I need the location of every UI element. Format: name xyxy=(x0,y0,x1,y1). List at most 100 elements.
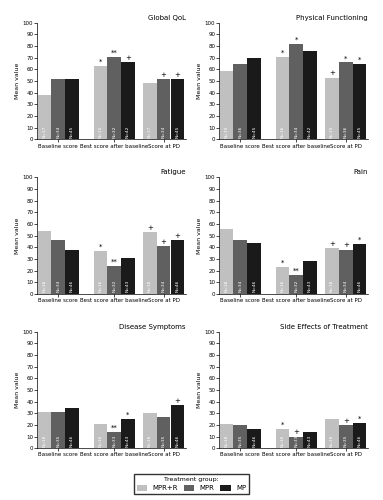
Text: N=32: N=32 xyxy=(112,126,116,138)
Text: N=32: N=32 xyxy=(112,280,116,292)
Text: *: * xyxy=(358,236,361,242)
Text: N=18: N=18 xyxy=(224,280,228,292)
Text: N=45: N=45 xyxy=(70,126,74,138)
Bar xyxy=(93,66,107,140)
Bar xyxy=(290,44,303,140)
Y-axis label: Mean value: Mean value xyxy=(197,218,202,254)
Y-axis label: Mean value: Mean value xyxy=(15,63,20,100)
Text: N=46: N=46 xyxy=(175,434,180,447)
Bar xyxy=(339,62,352,140)
Bar xyxy=(51,240,65,294)
Bar xyxy=(143,414,157,448)
Legend: MPR+R, MPR, MP: MPR+R, MPR, MP xyxy=(134,474,249,494)
Text: +: + xyxy=(175,233,180,239)
Text: N=34: N=34 xyxy=(56,126,60,138)
Bar xyxy=(303,261,317,294)
Text: N=18: N=18 xyxy=(330,434,334,447)
Bar xyxy=(38,412,51,449)
Bar xyxy=(234,425,247,448)
Bar xyxy=(219,70,233,140)
Bar xyxy=(247,428,261,448)
Text: *: * xyxy=(98,59,102,65)
Bar xyxy=(353,244,367,294)
Text: N=18: N=18 xyxy=(43,434,46,447)
Text: N=46: N=46 xyxy=(70,280,74,292)
Y-axis label: Mean value: Mean value xyxy=(15,372,20,408)
Text: Global QoL: Global QoL xyxy=(148,15,186,21)
Y-axis label: Mean value: Mean value xyxy=(197,372,202,408)
Text: N=34: N=34 xyxy=(56,280,60,292)
Text: **: ** xyxy=(111,258,118,264)
Text: N=42: N=42 xyxy=(126,126,130,138)
Text: N=34: N=34 xyxy=(162,126,166,138)
Text: +: + xyxy=(175,72,180,78)
Text: N=42: N=42 xyxy=(308,126,312,138)
Y-axis label: Mean value: Mean value xyxy=(197,63,202,100)
Text: N=18: N=18 xyxy=(224,434,228,447)
Text: N=36: N=36 xyxy=(238,126,242,138)
Bar xyxy=(107,266,121,294)
Text: N=16: N=16 xyxy=(280,280,284,292)
Text: N=35: N=35 xyxy=(344,434,348,447)
Bar xyxy=(247,58,261,140)
Text: N=46: N=46 xyxy=(252,434,256,447)
Bar xyxy=(65,79,79,140)
Text: +: + xyxy=(343,242,349,248)
Text: N=45: N=45 xyxy=(252,126,256,138)
Bar xyxy=(276,428,289,448)
Text: N=35: N=35 xyxy=(56,434,60,447)
Bar xyxy=(143,232,157,294)
Text: N=34: N=34 xyxy=(294,126,298,138)
Text: Side Effects of Treatment: Side Effects of Treatment xyxy=(280,324,368,330)
Bar xyxy=(157,79,170,140)
Bar xyxy=(234,64,247,140)
Bar xyxy=(157,417,170,448)
Bar xyxy=(290,436,303,448)
Bar xyxy=(325,419,339,448)
Text: **: ** xyxy=(293,268,300,274)
Bar xyxy=(65,408,79,449)
Text: N=19: N=19 xyxy=(224,126,228,138)
Text: N=34: N=34 xyxy=(162,280,166,292)
Bar xyxy=(107,56,121,140)
Text: +: + xyxy=(175,398,180,404)
Text: N=17: N=17 xyxy=(43,126,46,138)
Text: N=16: N=16 xyxy=(280,434,284,447)
Text: N=45: N=45 xyxy=(358,126,362,138)
Bar xyxy=(325,78,339,140)
Y-axis label: Mean value: Mean value xyxy=(15,218,20,254)
Text: N=46: N=46 xyxy=(358,434,362,447)
Bar xyxy=(219,228,233,294)
Text: *: * xyxy=(358,416,361,422)
Text: N=43: N=43 xyxy=(126,434,130,447)
Text: Disease Symptoms: Disease Symptoms xyxy=(119,324,186,330)
Bar xyxy=(171,405,184,448)
Text: N=18: N=18 xyxy=(148,434,152,447)
Text: N=15: N=15 xyxy=(98,126,102,138)
Text: *: * xyxy=(126,412,130,418)
Text: +: + xyxy=(329,241,335,247)
Bar xyxy=(247,242,261,294)
Text: +: + xyxy=(293,430,299,436)
Text: +: + xyxy=(147,225,153,231)
Text: N=19: N=19 xyxy=(330,126,334,138)
Text: +: + xyxy=(329,70,335,76)
Bar xyxy=(234,240,247,294)
Text: N=16: N=16 xyxy=(98,434,102,447)
Text: +: + xyxy=(161,72,167,78)
Text: N=34: N=34 xyxy=(238,280,242,292)
Bar xyxy=(353,64,367,140)
Bar xyxy=(290,275,303,294)
Text: N=18: N=18 xyxy=(43,280,46,292)
Text: +: + xyxy=(161,239,167,245)
Bar xyxy=(171,240,184,294)
Text: *: * xyxy=(281,50,284,56)
Text: Fatigue: Fatigue xyxy=(160,170,186,175)
Text: +: + xyxy=(343,418,349,424)
Text: Physical Functioning: Physical Functioning xyxy=(296,15,368,21)
Text: N=16: N=16 xyxy=(98,280,102,292)
Text: N=46: N=46 xyxy=(70,434,74,447)
Bar xyxy=(325,248,339,294)
Bar xyxy=(353,422,367,448)
Text: +: + xyxy=(125,56,131,62)
